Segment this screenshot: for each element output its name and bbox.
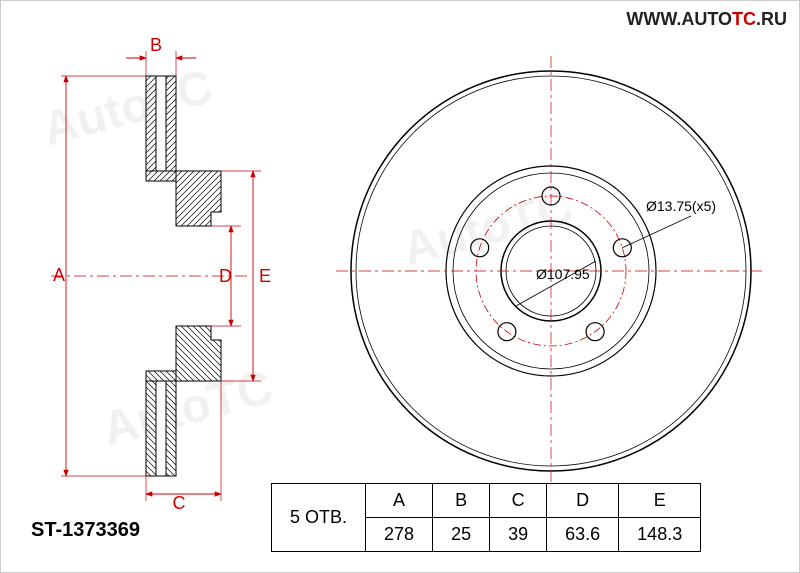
section-upper: [146, 76, 221, 226]
th-D: D: [547, 484, 619, 518]
val-A: 278: [366, 518, 433, 552]
part-number: ST-1373369: [31, 519, 140, 542]
th-C: C: [490, 484, 547, 518]
th-E: E: [619, 484, 701, 518]
dimension-table: 5 ОТВ. A B C D E 278 25 39 63.6 148.3: [271, 483, 701, 552]
val-B: 25: [433, 518, 490, 552]
drawing-area: Ø13.75(x5) Ø107.95: [21, 21, 781, 501]
dim-E: E: [259, 266, 271, 286]
hub-dia-label: Ø107.95: [536, 266, 590, 282]
val-C: 39: [490, 518, 547, 552]
dim-B: B: [150, 35, 162, 55]
dim-C: C: [173, 493, 186, 513]
bolt-dia-label: Ø13.75(x5): [646, 198, 716, 214]
bolt-leader: [622, 216, 691, 248]
th-A: A: [366, 484, 433, 518]
val-D: 63.6: [547, 518, 619, 552]
hole-count-cell: 5 ОТВ.: [272, 484, 366, 552]
dim-A: A: [53, 265, 65, 285]
front-view: Ø13.75(x5) Ø107.95: [321, 41, 781, 506]
th-B: B: [433, 484, 490, 518]
section-lower: [146, 326, 221, 476]
side-view: A B C D E: [41, 41, 301, 516]
dim-D: D: [219, 266, 232, 286]
val-E: 148.3: [619, 518, 701, 552]
